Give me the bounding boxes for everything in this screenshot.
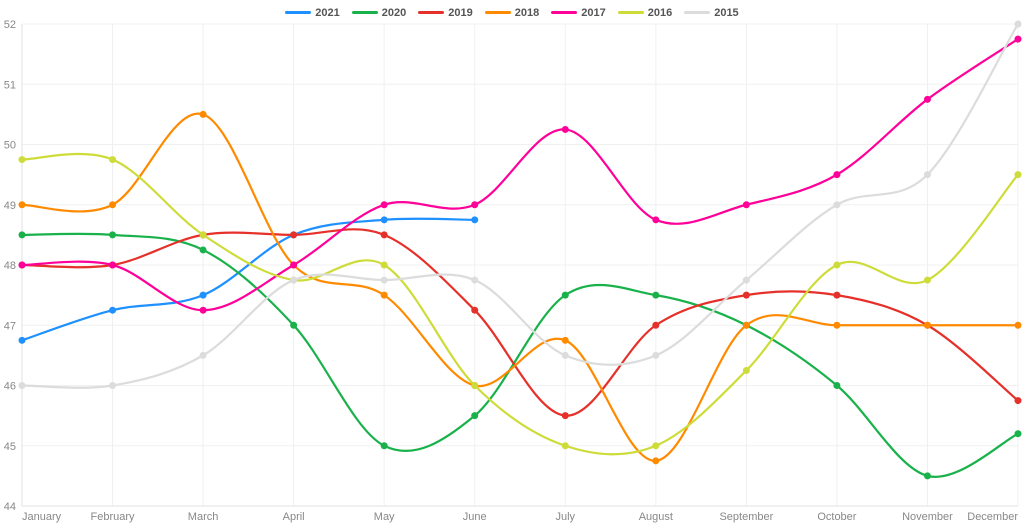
- series-point-2015: [381, 277, 388, 284]
- series-point-2017: [109, 262, 116, 269]
- series-point-2018: [1015, 322, 1022, 329]
- line-chart: 2021202020192018201720162015 44454647484…: [0, 0, 1024, 524]
- series-point-2020: [652, 292, 659, 299]
- series-point-2018: [19, 201, 26, 208]
- series-point-2018: [652, 457, 659, 464]
- series-point-2015: [652, 352, 659, 359]
- series-point-2015: [471, 277, 478, 284]
- series-point-2021: [381, 216, 388, 223]
- series-point-2016: [743, 367, 750, 374]
- series-line-2017: [22, 39, 1018, 310]
- series-point-2019: [381, 231, 388, 238]
- y-tick-label: 46: [4, 381, 16, 393]
- chart-plot-area: 44 45 46 47 48 49 50 51 52 January February March Ap…: [0, 0, 1024, 524]
- series-point-2016: [562, 442, 569, 449]
- series-point-2015: [743, 277, 750, 284]
- series-point-2015: [290, 277, 297, 284]
- series-point-2017: [652, 216, 659, 223]
- series-line-2019: [22, 229, 1018, 415]
- series-point-2015: [109, 382, 116, 389]
- series-point-2018: [109, 201, 116, 208]
- series-point-2016: [471, 382, 478, 389]
- series-point-2019: [471, 307, 478, 314]
- series-point-2021: [200, 292, 207, 299]
- series-point-2017: [471, 201, 478, 208]
- series-point-2017: [743, 201, 750, 208]
- y-tick-label: 44: [4, 501, 16, 513]
- series-point-2015: [833, 201, 840, 208]
- series-point-2015: [200, 352, 207, 359]
- series-line-2015: [22, 24, 1018, 388]
- series-point-2017: [562, 126, 569, 133]
- y-tick-label: 45: [4, 441, 16, 453]
- series-point-2018: [381, 292, 388, 299]
- x-tick-label: November: [902, 511, 953, 523]
- series-point-2017: [290, 262, 297, 269]
- series-line-2018: [22, 114, 1018, 461]
- y-tick-label: 50: [4, 140, 16, 152]
- series-point-2020: [200, 246, 207, 253]
- series-point-2019: [1015, 397, 1022, 404]
- series-point-2020: [290, 322, 297, 329]
- y-tick-label: 51: [4, 79, 16, 91]
- series-point-2017: [1015, 36, 1022, 43]
- series-point-2015: [1015, 21, 1022, 28]
- series-point-2021: [19, 337, 26, 344]
- y-tick-label: 48: [4, 260, 16, 272]
- series-point-2015: [19, 382, 26, 389]
- series-point-2017: [924, 96, 931, 103]
- x-tick-label: December: [967, 511, 1018, 523]
- series-point-2020: [833, 382, 840, 389]
- y-tick-label: 49: [4, 200, 16, 212]
- x-tick-label: July: [555, 511, 575, 523]
- series-point-2020: [924, 472, 931, 479]
- series-point-2018: [200, 111, 207, 118]
- series-point-2015: [924, 171, 931, 178]
- series-point-2018: [562, 337, 569, 344]
- series-point-2016: [381, 262, 388, 269]
- series-point-2020: [381, 442, 388, 449]
- series-point-2020: [19, 231, 26, 238]
- series-point-2019: [562, 412, 569, 419]
- series-point-2016: [924, 277, 931, 284]
- series-point-2018: [833, 322, 840, 329]
- series-point-2016: [200, 231, 207, 238]
- series-point-2019: [290, 231, 297, 238]
- series-point-2020: [562, 292, 569, 299]
- series-point-2019: [652, 322, 659, 329]
- x-tick-label: April: [283, 511, 305, 523]
- x-tick-label: September: [719, 511, 773, 523]
- y-tick-label: 52: [4, 19, 16, 31]
- series-point-2015: [562, 352, 569, 359]
- series-point-2019: [743, 292, 750, 299]
- series-point-2020: [471, 412, 478, 419]
- series-point-2020: [109, 231, 116, 238]
- series-point-2016: [19, 156, 26, 163]
- series-line-2021: [22, 219, 475, 341]
- series-point-2020: [1015, 430, 1022, 437]
- series-point-2017: [200, 307, 207, 314]
- series-point-2017: [833, 171, 840, 178]
- series-line-2020: [22, 234, 1018, 477]
- x-tick-label: January: [22, 511, 62, 523]
- series-point-2019: [833, 292, 840, 299]
- series-point-2017: [19, 262, 26, 269]
- series-point-2016: [1015, 171, 1022, 178]
- x-tick-label: August: [639, 511, 673, 523]
- x-tick-label: May: [374, 511, 395, 523]
- series-point-2021: [471, 216, 478, 223]
- x-tick-label: March: [188, 511, 219, 523]
- series-point-2018: [743, 322, 750, 329]
- series-point-2016: [833, 262, 840, 269]
- series-point-2017: [381, 201, 388, 208]
- x-tick-label: October: [817, 511, 856, 523]
- series-point-2018: [924, 322, 931, 329]
- series-point-2021: [109, 307, 116, 314]
- series-point-2016: [652, 442, 659, 449]
- series-point-2016: [109, 156, 116, 163]
- y-tick-label: 47: [4, 320, 16, 332]
- x-tick-label: June: [463, 511, 487, 523]
- x-tick-label: February: [91, 511, 136, 523]
